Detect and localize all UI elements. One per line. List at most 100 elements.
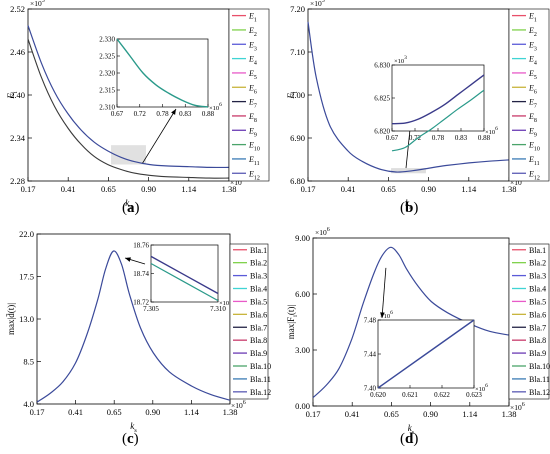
inset-y-tick-label: 2.320: [99, 70, 115, 78]
x-tick-label: 0.65: [381, 184, 396, 194]
x-tick-label: 0.65: [384, 409, 399, 419]
inset-y-tick-label: 7.48: [364, 317, 377, 325]
panel-d: 0.17 0.41 0.65 0.90 1.14 1.38 0.00 3.00 6.00 9.00…: [286, 227, 550, 436]
y-tick-label: 22.0: [19, 229, 34, 239]
x-tick-label: 0.65: [101, 184, 116, 194]
x-tick-label: 1.38: [222, 184, 237, 194]
panel-label-d: (d): [400, 431, 419, 447]
y-tick-label: 6.90: [290, 133, 305, 143]
inset-x-tick-label: 0.88: [478, 134, 491, 142]
inset-x-tick-label: 0.78: [432, 134, 445, 142]
inset-x-tick-label: 7.305: [143, 305, 159, 313]
x-tick-label: 0.90: [423, 409, 438, 419]
x-tick-label: 0.90: [421, 184, 436, 194]
legend-label: E6: [248, 83, 257, 95]
y-tick-label: 7.00: [290, 90, 305, 100]
inset-y-tick-label: 2.330: [99, 36, 115, 44]
panel-c: 0.17 0.41 0.65 0.90 1.14 1.38 4.0 8.5 13.0 17.5 22…: [6, 229, 271, 434]
x-tick-label: 0.41: [341, 184, 356, 194]
legend-label: E1: [248, 12, 257, 24]
inset-x-tick-label: 0.67: [386, 134, 399, 142]
inset-y-tick-label: 6.820: [374, 128, 390, 136]
inset-y-tick-label: 18.74: [133, 270, 149, 278]
y-tick-label: 3.00: [295, 345, 310, 355]
legend-label: Bla.1: [529, 246, 546, 255]
legend-label: Bla.10: [250, 362, 271, 371]
inset-frame: [150, 244, 219, 303]
legend-box: [229, 243, 269, 400]
callout-arrowhead: [171, 109, 176, 115]
inset-x-multiplier: ×106: [209, 102, 222, 112]
series-line: [307, 21, 510, 173]
series-line: [36, 250, 231, 403]
legend-label: E4: [248, 55, 257, 67]
x-tick-label: 0.17: [30, 407, 45, 417]
inset-x-tick-label: 0.620: [370, 391, 386, 399]
legend-label: E2: [248, 26, 257, 38]
series-line-lower: [27, 38, 230, 179]
y-tick-label: 7.10: [290, 47, 305, 57]
legend-label: Bla.1: [250, 246, 267, 255]
x-tick-label: 1.38: [223, 407, 238, 417]
x-tick-label: 0.41: [68, 407, 83, 417]
inset-x-tick-label: 0.623: [466, 391, 482, 399]
x-axis-label: ks: [130, 421, 137, 434]
legend-label: Bla.2: [529, 259, 546, 268]
y-tick-label: 2.40: [10, 90, 25, 100]
y-tick-label: 13.0: [19, 314, 34, 324]
panel-label-b: (b): [400, 200, 419, 216]
zoom-region: [111, 145, 146, 165]
inset-series-line: [150, 262, 219, 302]
legend-label: E8: [528, 112, 537, 124]
inset-x-tick-label: 0.72: [134, 110, 147, 118]
inset-x-tick-label: 0.621: [402, 391, 418, 399]
legend-label: Bla.10: [529, 362, 550, 371]
series-line-upper: [27, 25, 230, 169]
x-axis-label: ks: [125, 198, 132, 211]
legend-label: Bla.9: [250, 349, 267, 358]
y-axis-label: Ei: [286, 91, 299, 100]
inset-x-tick-label: 0.67: [111, 110, 124, 118]
inset-y-tick-label: 2.325: [99, 53, 115, 61]
legend-label: E11: [528, 155, 540, 167]
x-tick-label: 0.17: [306, 409, 321, 419]
inset-x-tick-label: 7.310: [210, 305, 226, 313]
legend-box: [508, 243, 550, 400]
inset-series-line: [150, 255, 219, 295]
legend-label: E1: [528, 12, 537, 24]
inset-y-tick-label: 7.44: [364, 351, 377, 359]
legend-label: E3: [528, 40, 537, 52]
inset-x-multiplier: ×106: [475, 383, 488, 393]
y-tick-label: 6.00: [295, 289, 310, 299]
inset-x-tick-label: 0.78: [156, 110, 169, 118]
legend-box: [508, 8, 550, 182]
x-tick-label: 0.90: [141, 184, 156, 194]
y-tick-label: 0.00: [295, 401, 310, 411]
y-axis-label: max|Fi(t)|: [286, 305, 299, 340]
inset-y-tick-label: 7.40: [364, 385, 377, 393]
inset-series-line: [377, 319, 475, 389]
y-tick-label: 6.80: [290, 176, 305, 186]
y-tick-label: 2.46: [10, 47, 25, 57]
legend-box: [228, 8, 270, 182]
legend-label: Bla.3: [529, 272, 546, 281]
inset-y-multiplier: ×103: [394, 55, 407, 65]
inset-x-tick-label: 0.83: [455, 134, 468, 142]
legend-label: Bla.7: [250, 323, 267, 332]
x-tick-label: 1.14: [184, 407, 200, 417]
series-line: [312, 246, 510, 399]
legend-label: Bla.5: [529, 297, 546, 306]
inset-series-line: [391, 89, 485, 152]
x-tick-label: 1.14: [462, 409, 478, 419]
x-tick-label: 1.38: [502, 184, 517, 194]
x-tick-label: 1.14: [181, 184, 197, 194]
y-multiplier: ×103: [30, 0, 45, 8]
panel-label-a: (a): [122, 200, 140, 216]
inset-y-tick-label: 6.825: [374, 95, 390, 103]
callout-arrowhead: [125, 257, 131, 262]
inset-y-multiplier: ×106: [380, 310, 393, 320]
panel-b: 0.17 0.41 0.65 0.90 1.14 1.38 6.80 6.90 7.00 7.10…: [286, 0, 550, 211]
legend-label: Bla.8: [529, 336, 546, 345]
x-tick-label: 0.17: [21, 184, 36, 194]
